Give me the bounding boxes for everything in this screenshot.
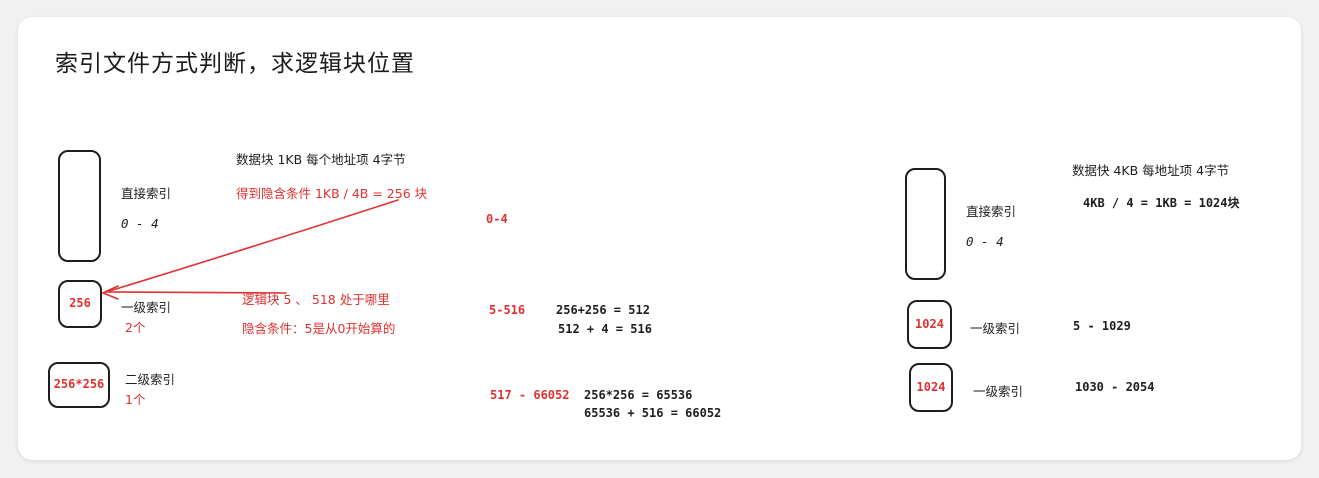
right-level2-box: [909, 363, 953, 412]
right-level1-range: 5 - 1029: [1073, 319, 1131, 333]
left-implied-condition: 得到隐含条件 1KB / 4B = 256 块: [236, 186, 428, 201]
left-direct-index-label: 直接索引: [121, 186, 172, 201]
calc1-line2: 512 + 4 = 516: [558, 322, 652, 336]
right-calc-text: 4KB / 4 = 1KB = 1024块: [1083, 196, 1240, 210]
right-direct-index-box: [905, 168, 946, 280]
right-level2-label: 一级索引: [973, 384, 1024, 399]
calc2-line1: 256*256 = 65536: [584, 388, 693, 402]
left-direct-index-range: 0 - 4: [121, 216, 159, 231]
right-level1-box: [907, 300, 952, 349]
left-level2-count: 1个: [125, 392, 146, 407]
left-level1-label: 一级索引: [121, 300, 172, 315]
level1-box-value: 256: [69, 296, 91, 310]
range-direct: 0-4: [486, 212, 508, 226]
question-text: 逻辑块 5 、 518 处于哪里: [242, 292, 390, 307]
calc1-line1: 256+256 = 512: [556, 303, 650, 317]
calc2-line2: 65536 + 516 = 66052: [584, 406, 722, 420]
right-level2-range: 1030 - 2054: [1075, 380, 1155, 394]
right-level1-box-value: 1024: [915, 316, 944, 331]
right-direct-index-label: 直接索引: [966, 204, 1017, 219]
right-header-text: 数据快 4KB 每地址项 4字节: [1072, 163, 1230, 178]
range-level1: 5-516: [489, 303, 526, 317]
left-level1-count: 2个: [125, 320, 146, 335]
left-header-text: 数据块 1KB 每个地址项 4字节: [236, 152, 406, 167]
page-title: 索引文件方式判断，求逻辑块位置: [55, 51, 415, 77]
left-level2-label: 二级索引: [125, 372, 176, 387]
right-level2-box-value: 1024: [916, 379, 946, 394]
right-level1-label: 一级索引: [970, 321, 1021, 336]
level1-index-box: [58, 280, 102, 328]
level2-index-box: [48, 362, 110, 408]
range-level2: 517 - 66052: [490, 388, 570, 402]
level2-box-value: 256*256: [53, 377, 105, 391]
right-direct-index-range: 0 - 4: [966, 234, 1004, 249]
implied-note-text: 隐含条件：5是从0开始算的: [242, 321, 396, 336]
direct-index-box: [58, 150, 101, 262]
